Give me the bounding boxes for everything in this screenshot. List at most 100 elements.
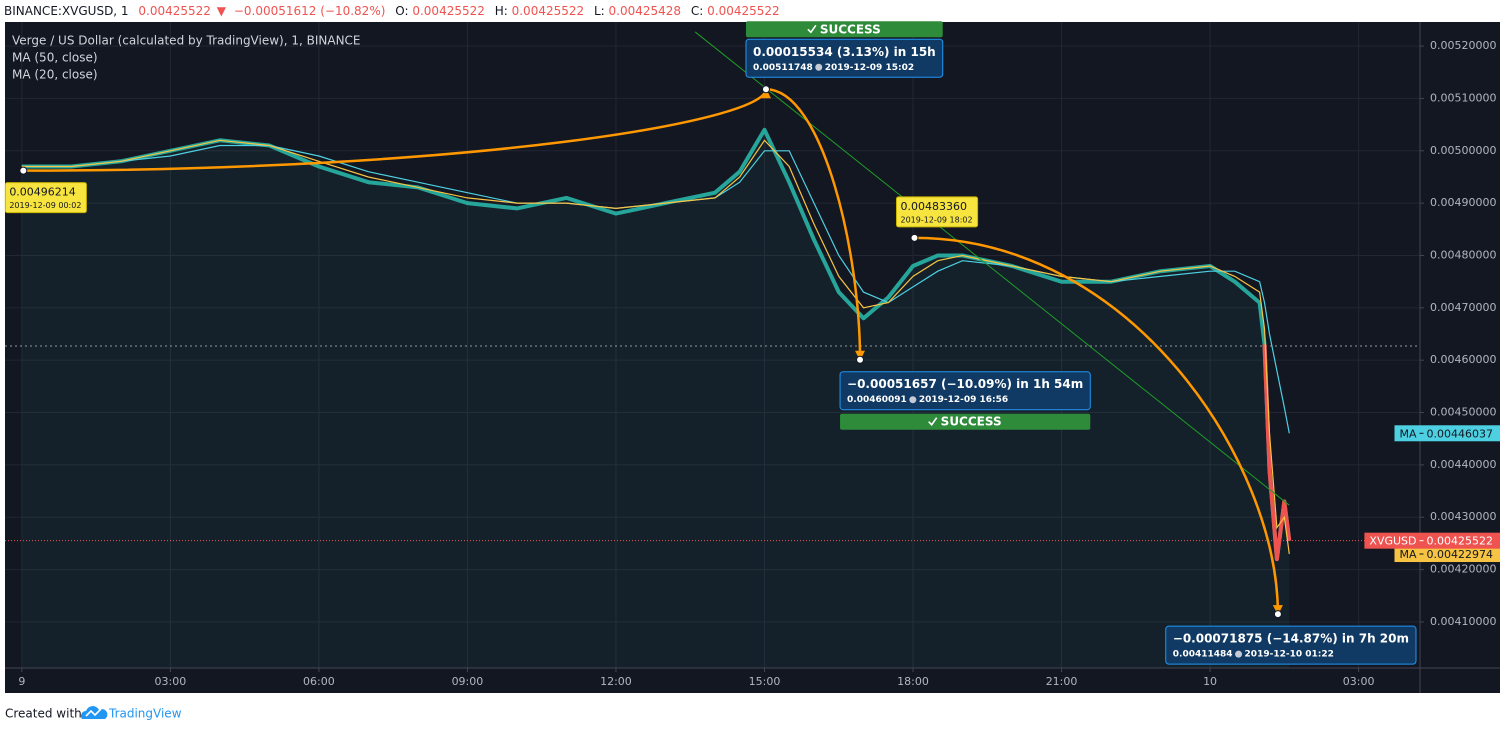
x-tick-label: 06:00 [303,675,335,688]
price-tag: XVGUSD 0.00425522 [1364,532,1500,549]
projection-arrow [765,88,866,361]
projection-box [745,38,944,78]
legend-entry: MA (20, close) [12,68,98,82]
open-label: O: [395,4,408,18]
price-line-down [1262,344,1292,562]
check-icon [928,417,938,426]
price-tag-label: MA [1400,548,1417,561]
price-tag: MA 0.00422974 [1394,546,1500,563]
plot [5,22,1420,669]
trend-line [694,31,1290,506]
low: 0.00425428 [609,4,682,18]
status-badge [745,21,943,38]
y-tick-label: 0.00510000 [1430,91,1496,104]
point-label-date: 2019-12-09 00:02 [9,201,81,210]
price-line [21,127,1292,562]
price-tag-box [1394,546,1500,563]
price-area [21,129,1290,669]
last-price: 0.00425522 [138,4,211,18]
x-tick-label: 15:00 [749,675,781,688]
point-label-box [4,182,87,214]
projection-box [839,371,1091,411]
point-label-value: 0.00483360 [901,200,967,213]
y-tick-label: 0.00480000 [1430,248,1496,261]
point-label: 0.00496214 2019-12-09 00:02 [4,182,87,214]
point-label: 0.00483360 2019-12-09 18:02 [896,196,979,228]
change: −0.00051612 (−10.82%) [234,4,386,18]
projection-arrow [23,88,771,172]
status-text: SUCCESS [820,22,881,36]
projection-value: 0.00511748 [753,63,813,73]
point-marker [910,233,919,242]
projection-box [1165,625,1417,665]
point-label-date: 2019-12-09 18:02 [901,215,973,224]
price-tag-value: 0.00425522 [1427,535,1493,548]
legend-entry: MA (50, close) [12,51,98,65]
high-label: H: [495,4,508,18]
footer-text: Created with [5,707,82,721]
ma-line [21,144,1290,434]
y-tick-label: 0.00410000 [1430,615,1496,628]
x-tick-label: 03:00 [155,675,187,688]
y-tick-label: 0.00460000 [1430,353,1496,366]
y-tick-label: 0.00430000 [1430,510,1496,523]
projection-change: −0.00071875 (−14.87%) in 7h 20m [1173,632,1409,646]
x-tick-label: 10 [1203,675,1217,688]
change-arrow: ▼ [217,4,227,18]
clock-icon [909,396,917,404]
y-tick-label: 0.00490000 [1430,196,1496,209]
projection-date: 2019-12-09 15:02 [825,63,914,73]
projection-marker [856,355,865,364]
projection: −0.00051657 (−10.09%) in 1h 54m 0.0046009… [839,371,1091,430]
projection-marker [761,85,770,94]
chart-background [5,22,1500,693]
price-tag-value: 0.00446037 [1427,427,1493,440]
projection-value: 0.00460091 [847,395,907,405]
point-marker [19,166,28,175]
price-tag-value: 0.00422974 [1427,548,1493,561]
y-tick-label: 0.00500000 [1430,144,1496,157]
projection-value: 0.00411484 [1173,650,1233,660]
projection: −0.00071875 (−14.87%) in 7h 20m 0.0041148… [1165,625,1417,665]
projection-change: 0.00015534 (3.13%) in 15h [753,45,936,59]
y-tick-label: 0.00520000 [1430,39,1496,52]
price-tag-label: MA [1400,427,1417,440]
logo-mark [85,708,102,717]
tradingview-logo [80,706,108,719]
x-tick-label: 9 [18,675,25,688]
low-label: L: [594,4,605,18]
chart-title: Verge / US Dollar (calculated by Trading… [12,34,361,48]
price-tag-box [1364,532,1500,549]
x-tick-label: 09:00 [452,675,484,688]
price-tag: MA 0.00446037 [1394,425,1500,442]
high: 0.00425522 [512,4,585,18]
y-tick-label: 0.00420000 [1430,563,1496,576]
projection: 0.00015534 (3.13%) in 15h 0.00511748 2019-… [745,21,944,78]
clock-icon [815,63,823,71]
x-tick-label: 12:00 [600,675,632,688]
close: 0.00425522 [707,4,780,18]
check-icon [807,24,817,34]
y-tick-label: 0.00470000 [1430,301,1496,314]
projection-date: 2019-12-09 16:56 [919,395,1008,405]
footer-brand: TradingView [108,707,182,721]
ma-line [21,139,1290,555]
open: 0.00425522 [412,4,485,18]
x-tick-label: 21:00 [1046,675,1078,688]
projection-marker [1273,610,1282,619]
symbol: BINANCE:XVGUSD, 1 [4,4,129,18]
status-badge [840,413,1091,430]
y-tick-label: 0.00440000 [1430,458,1496,471]
point-label-box [896,196,979,228]
status-text: SUCCESS [941,415,1002,429]
projection-date: 2019-12-10 01:22 [1245,650,1334,660]
x-tick-label: 03:00 [1343,675,1375,688]
price-tag-label: XVGUSD [1369,535,1416,548]
clock-icon [1235,650,1243,658]
price-tag-box [1394,425,1500,442]
projection-change: −0.00051657 (−10.09%) in 1h 54m [847,377,1083,391]
y-tick-label: 0.00450000 [1430,406,1496,419]
